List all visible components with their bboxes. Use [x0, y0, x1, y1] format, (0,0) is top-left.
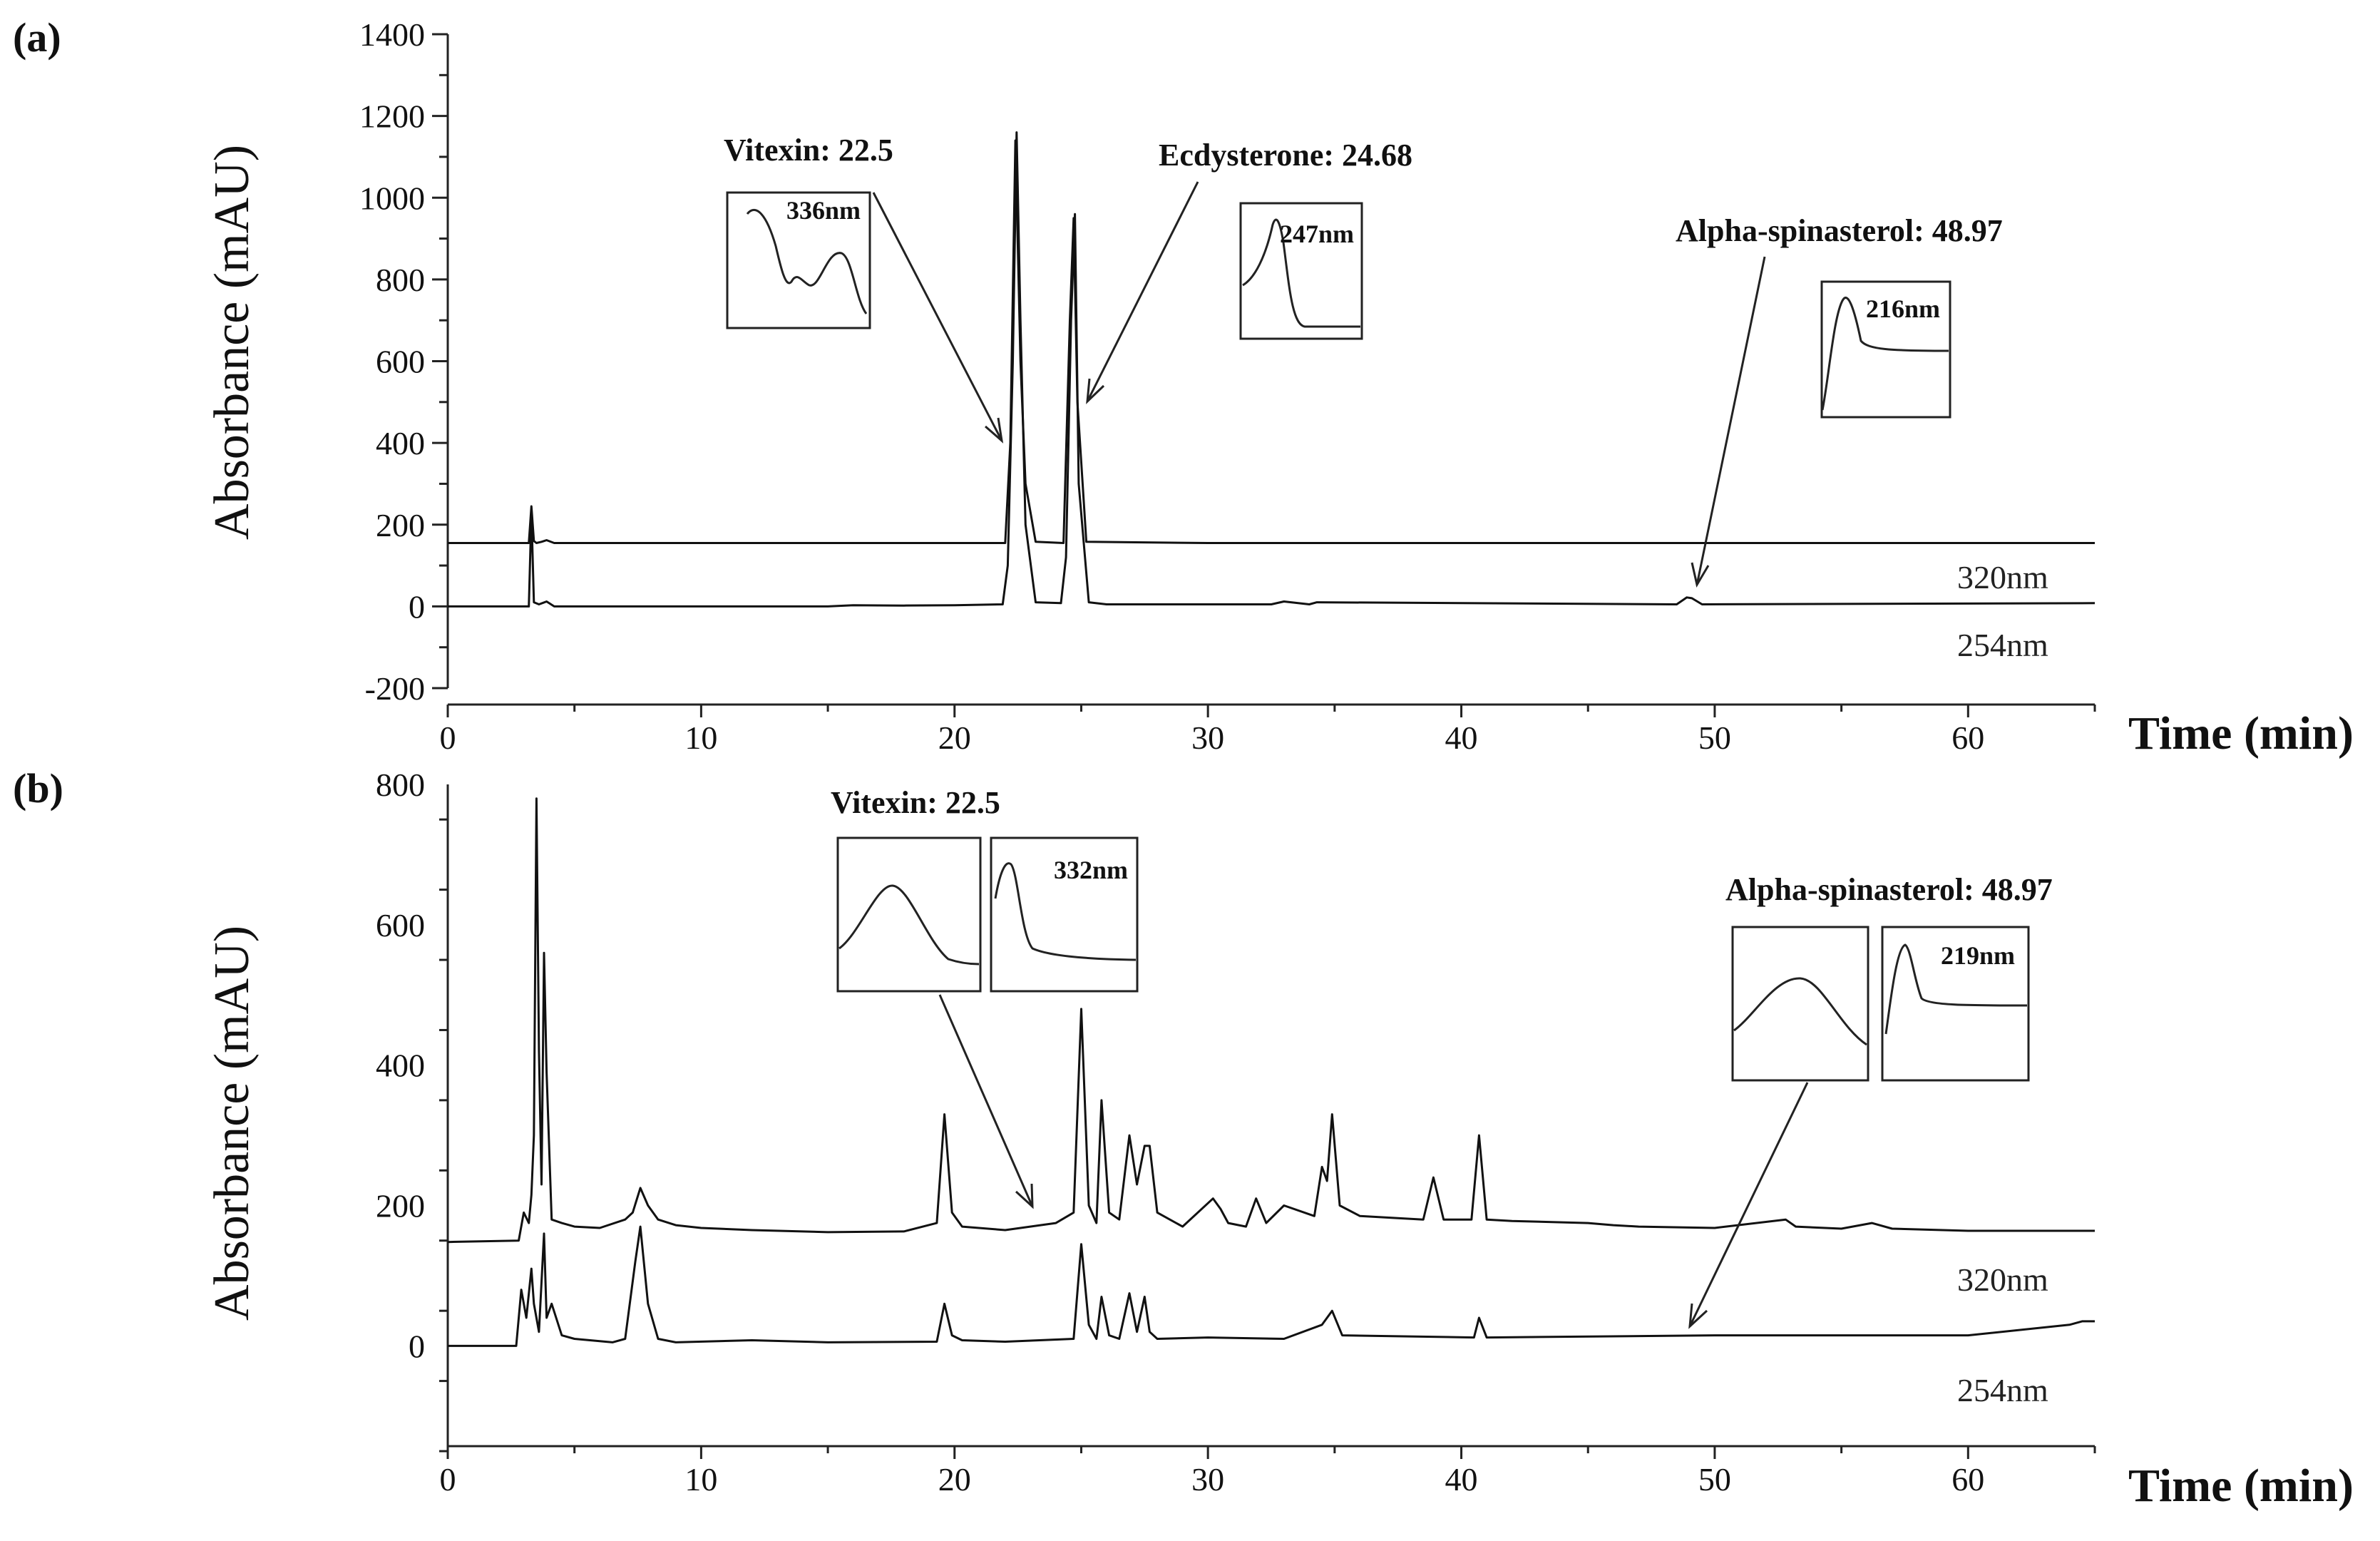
inset-a-spinasterol-spectrum: 216nm	[1820, 280, 1951, 419]
panel-b-y-axis-label: Absorbance (mAU)	[205, 926, 260, 1321]
panel-a-x-tick-label: 10	[684, 720, 717, 756]
panel-a-y-tick-label: -200	[365, 670, 425, 707]
spectrum-curve-right	[994, 862, 1137, 961]
inset-b-spinasterol-spectra: 219nm	[1731, 926, 2030, 1082]
panel-a-x-tick-label: 20	[938, 720, 971, 756]
panel-a-y-tick-label: 800	[376, 262, 425, 298]
panel-b-spinasterol-annotation: Alpha-spinasterol: 48.97	[1725, 872, 2053, 907]
panel-a-x-tick-label: 40	[1445, 720, 1478, 756]
panel-a-x-tick-label: 0	[440, 720, 456, 756]
spectrum-curve	[1242, 218, 1360, 328]
arrowhead-a-spinasterol	[1691, 562, 1710, 588]
arrowhead-b-spinasterol	[1688, 1303, 1708, 1329]
panel-a-320nm-label: 320nm	[1957, 559, 2048, 595]
arrow-b-spinasterol	[1688, 1082, 1809, 1327]
panel-a-label: (a)	[13, 14, 61, 61]
panel-b-x-tick-label: 0	[440, 1461, 456, 1498]
inset-frame-left	[836, 836, 982, 993]
arrowhead-a-vitexin	[985, 417, 1004, 444]
inset-peak-label: 216nm	[1866, 295, 1940, 323]
panel-a-x-axis-label: Time (min)	[2128, 707, 2354, 759]
panel-a-y-tick-label: 1400	[359, 16, 425, 53]
panel-a-y-axis-label: Absorbance (mAU)	[205, 145, 260, 540]
inset-peak-label: 332nm	[1054, 856, 1128, 884]
spectrum-curve-right	[1884, 943, 2028, 1035]
panel-b-x-tick-label: 40	[1445, 1461, 1478, 1498]
panel-a-y-tick-label: 1200	[359, 98, 425, 135]
panel-b-x-tick-label: 20	[938, 1461, 971, 1498]
panel-a-x-tick-label: 60	[1951, 720, 1984, 756]
panel-b-x-tick-label: 50	[1698, 1461, 1731, 1498]
inset-a-ecdysterone-spectrum: 247nm	[1239, 202, 1363, 340]
panel-a-spinasterol-annotation: Alpha-spinasterol: 48.97	[1676, 213, 2003, 248]
inset-b-vitexin-spectra: 332nm	[836, 836, 1139, 993]
arrowhead-a-ecdysterone	[1086, 378, 1105, 404]
panel-b-254nm-label: 254nm	[1957, 1372, 2048, 1408]
panel-a-ecdysterone-annotation: Ecdysterone: 24.68	[1159, 138, 1412, 173]
panel-b-y-tick-label: 400	[376, 1048, 425, 1084]
inset-peak-label: 247nm	[1280, 220, 1354, 248]
arrow-a-spinasterol	[1696, 256, 1766, 585]
panel-a-x-tick-label: 30	[1191, 720, 1224, 756]
arrow-a-ecdysterone	[1086, 181, 1199, 402]
inset-frame-left	[1731, 926, 1869, 1082]
panel-a-y-tick-label: 600	[376, 344, 425, 380]
spectrum-curve-left	[838, 884, 980, 966]
arrow-a-vitexin	[872, 192, 1003, 441]
inset-frame	[726, 191, 871, 329]
panel-b-series-254nm	[448, 1225, 2095, 1347]
panel-b-axes: 0 200 400 600 800 0 10 20 30 40 50 60	[376, 767, 2096, 1498]
inset-peak-label: 219nm	[1941, 941, 2015, 970]
panel-b-y-tick-label: 200	[376, 1188, 425, 1224]
spectrum-curve	[746, 209, 868, 314]
panel-b-y-tick-label: 800	[376, 767, 425, 803]
panel-b-x-tick-label: 60	[1951, 1461, 1984, 1498]
arrow-b-vitexin	[938, 994, 1034, 1207]
panel-a-y-tick-label: 1000	[359, 180, 425, 216]
panel-a-254nm-label: 254nm	[1957, 627, 2048, 663]
panel-b-x-axis-label: Time (min)	[2128, 1460, 2354, 1512]
inset-frame	[1239, 202, 1363, 340]
panel-b-320nm-label: 320nm	[1957, 1261, 2048, 1298]
panel-a-y-tick-label: 400	[376, 425, 425, 461]
panel-b-y-tick-label: 0	[409, 1328, 425, 1364]
arrowhead-b-vitexin	[1015, 1183, 1034, 1209]
panel-a-axes: -200 0 200 400 600 800 1000 1200 1400 0 10 20 30 40 50…	[359, 16, 2096, 756]
annotation-arrows	[872, 181, 1809, 1329]
panel-a-vitexin-annotation: Vitexin: 22.5	[724, 133, 893, 168]
panel-b-label: (b)	[13, 765, 63, 812]
spectrum-curve-left	[1733, 977, 1867, 1046]
panel-a-series-254nm	[448, 131, 2096, 608]
inset-peak-label: 336nm	[786, 196, 861, 225]
spectrum-curve	[1821, 297, 1949, 411]
panel-a-y-tick-label: 200	[376, 507, 425, 543]
inset-frame-right	[990, 836, 1139, 993]
panel-a-y-tick-label: 0	[409, 588, 425, 625]
inset-a-vitexin-spectrum: 336nm	[726, 191, 871, 329]
panel-a-x-tick-label: 50	[1698, 720, 1731, 756]
panel-b-series-320nm	[447, 797, 2095, 1244]
panel-b-vitexin-annotation: Vitexin: 22.5	[831, 785, 1000, 820]
panel-b-y-tick-label: 600	[376, 907, 425, 943]
panel-b-x-tick-label: 10	[684, 1461, 717, 1498]
panel-b-x-tick-label: 30	[1191, 1461, 1224, 1498]
